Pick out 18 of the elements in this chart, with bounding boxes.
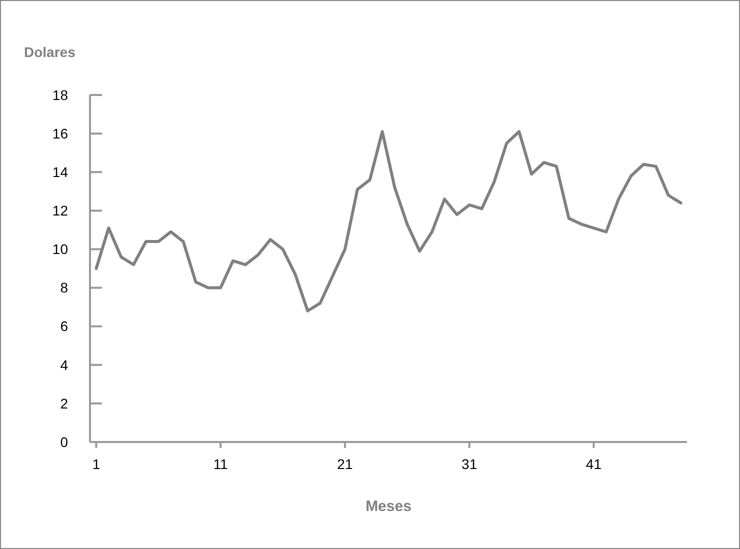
y-tick-label: 2 (60, 395, 68, 412)
y-tick-label: 0 (60, 434, 68, 450)
x-tick-label: 31 (462, 456, 478, 472)
x-axis-title: Meses (366, 498, 412, 515)
line-series (94, 130, 682, 312)
x-tick-label: 11 (213, 456, 228, 472)
x-tick-label: 21 (337, 456, 353, 472)
y-tick-label: 4 (60, 356, 68, 373)
y-tick-label: 10 (52, 241, 68, 258)
y-tick-label: 8 (60, 280, 68, 296)
y-tick-label: 16 (52, 125, 68, 142)
y-axis-title: Dolares (24, 44, 76, 60)
x-tick-label: 1 (92, 456, 100, 472)
x-tick-label: 41 (586, 456, 602, 472)
y-tick-label: 12 (52, 202, 68, 219)
y-tick-label: 14 (52, 164, 68, 180)
y-tick-label: 6 (60, 318, 68, 334)
y-tick-label: 18 (52, 86, 68, 103)
